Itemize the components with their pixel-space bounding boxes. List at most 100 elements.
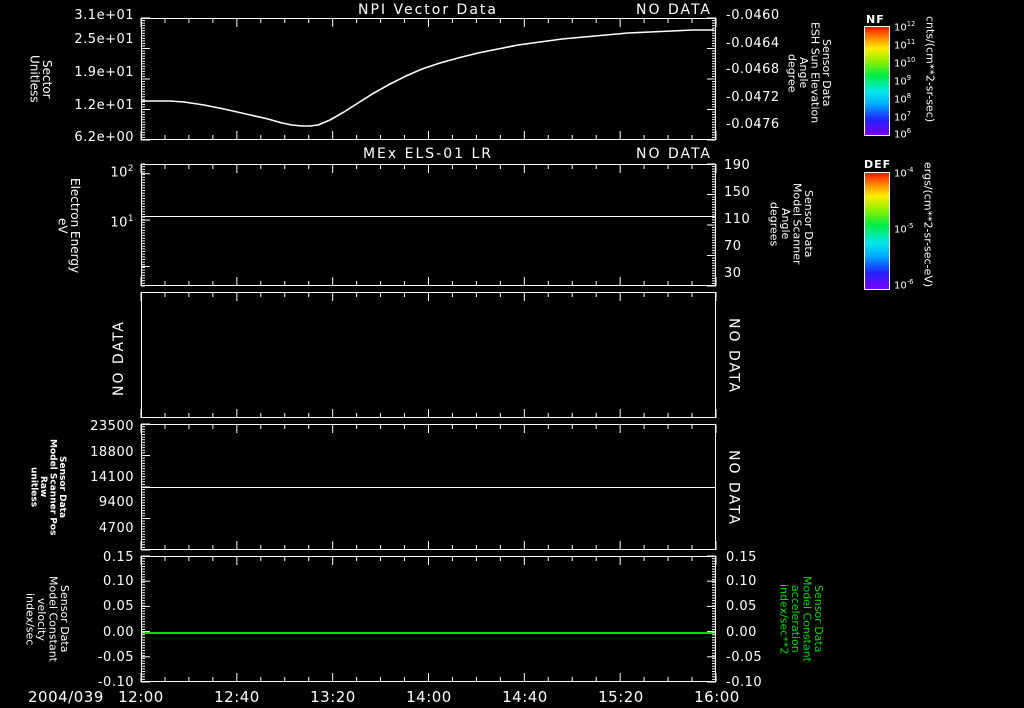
panel-2-right-axis-title: Sensor Data Model Scanner Angle degrees	[768, 160, 816, 288]
colorbar-nf-tick-1: 1011	[894, 38, 916, 52]
panel-1-left-tick-4: 6.2e+00	[74, 130, 134, 145]
panel-1-right-tick-0: -0.0460	[726, 8, 780, 23]
panel-3-right-no-data-label: NO DATA	[725, 318, 742, 395]
panel-4-left-axis-title-line4: unitless	[28, 466, 39, 508]
colorbar-def-label: DEF	[864, 158, 892, 171]
panel-1-left-tick-2: 1.9e+01	[74, 65, 134, 80]
time-tick-6: 16:00	[694, 688, 740, 706]
panel-1-plot[interactable]	[141, 18, 716, 140]
panel-4-constant-line	[142, 487, 715, 488]
panel-5-left-tick-4: -0.05	[97, 650, 134, 665]
panel-5-right-axis-title-line1: Sensor Data	[812, 585, 826, 653]
panel-1-right-tick-1: -0.0464	[726, 36, 780, 51]
panel-4-left-tick-2: 14100	[90, 470, 134, 485]
panel-2-right-tick-4: 30	[724, 266, 742, 281]
panel-4-right-no-data-label: NO DATA	[725, 450, 742, 527]
panel-1-right-axis-title-line1: Sensor Data	[820, 39, 834, 107]
panel-4-left-tick-4: 4700	[98, 521, 134, 536]
panel-5-left-axis-title-line1: Sensor Data	[58, 585, 72, 653]
panel-2-right-tick-0: 190	[724, 158, 751, 173]
colorbar-nf-tick-6: 106	[894, 127, 912, 141]
panel-2-left-axis-title-line2: eV	[55, 218, 70, 234]
colorbar-def-tick-1: 10-5	[894, 222, 914, 236]
time-tick-1: 12:40	[214, 688, 260, 706]
panel-5-left-tick-3: 0.00	[103, 625, 134, 640]
panel-5-right-tick-0: 0.15	[726, 550, 757, 565]
panel-5-constant-line	[142, 632, 715, 634]
colorbar-def-tick-2: 10-6	[894, 278, 914, 292]
panel-5-right-axis-title-line2: Model Constant	[800, 576, 814, 662]
panel-2-right-tick-2: 110	[724, 212, 751, 227]
panel-5-right-axis-title-line3: acceleration	[789, 585, 803, 653]
panel-1-right-axis-title: Sensor Data ESH Sun Elevation Angle degr…	[785, 8, 834, 138]
panel-5-right-tick-5: -0.10	[726, 675, 763, 690]
colorbar-def-tick-0: 10-4	[894, 166, 914, 180]
panel-5-right-tick-1: 0.10	[726, 574, 757, 589]
panel-2-right-tick-3: 70	[724, 239, 742, 254]
panel-1-top-title: NPI Vector Data	[358, 2, 498, 18]
colorbar-nf-tick-0: 1012	[894, 20, 916, 34]
panel-5-plot[interactable]	[141, 556, 716, 682]
panel-1-left-tick-3: 1.2e+01	[74, 98, 134, 113]
panel-4-left-axis-title-line1: Sensor Data	[56, 455, 67, 519]
time-tick-4: 14:40	[502, 688, 548, 706]
colorbar-def-gradient[interactable]	[864, 172, 890, 290]
panel-2-constant-line	[142, 216, 715, 217]
panel-2-left-tick-0: 102	[110, 164, 134, 181]
panel-1-left-tick-0: 3.1e+01	[74, 8, 134, 23]
panel-1-left-axis-title-line2: Unitless	[27, 55, 42, 103]
panel-5-left-axis-title-line3: velocity	[35, 597, 49, 641]
time-tick-0: 12:00	[118, 688, 164, 706]
panel-1-left-axis-title: Sector Unitless	[27, 22, 55, 136]
panel-4-left-tick-0: 23500	[90, 419, 134, 434]
panel-5-left-tick-1: 0.10	[103, 574, 134, 589]
panel-4-left-axis-title-line2: Model Scanner Pos	[47, 438, 58, 536]
panel-5-left-tick-0: 0.15	[103, 550, 134, 565]
panel-5-left-tick-2: 0.05	[103, 599, 134, 614]
panel-3-left-no-data-label: NO DATA	[111, 320, 127, 397]
colorbar-nf-tick-2: 1010	[894, 56, 916, 70]
panel-5-left-axis-title: Sensor Data Model Constant velocity inde…	[23, 558, 72, 680]
panel-1-right-tick-3: -0.0472	[726, 90, 780, 105]
panel-5-right-axis-title: Sensor Data Model Constant acceleration …	[778, 556, 826, 682]
panel-4-left-tick-1: 18800	[90, 445, 134, 460]
colorbar-nf-tick-5: 107	[894, 110, 912, 124]
panel-1-right-axis-title-line2: ESH Sun Elevation	[808, 22, 822, 124]
panel-5-left-axis-title-line4: index/sec	[23, 592, 37, 646]
colorbar-nf-tick-4: 108	[894, 92, 912, 106]
panel-2-left-tick-1: 101	[110, 214, 134, 231]
panel-3-plot[interactable]	[141, 292, 716, 418]
panel-2-left-tick-0-exp: 2	[127, 164, 134, 174]
time-tick-5: 15:20	[598, 688, 644, 706]
panel-5-left-axis-title-line2: Model Constant	[46, 576, 60, 662]
panel-2-left-axis-title-line1: Electron Energy	[68, 178, 83, 274]
panel-2-left-tick-1-exp: 1	[127, 214, 134, 224]
panel-1-right-tick-4: -0.0476	[726, 117, 780, 132]
panel-4-left-axis-title: Sensor Data Model Scanner Pos Raw unitle…	[28, 428, 66, 546]
panel-1-right-axis-title-line4: degree	[785, 53, 799, 93]
panel-1-curve	[142, 29, 714, 127]
panel-1-top-right-label: NO DATA	[636, 2, 713, 18]
panel-1-right-tick-2: -0.0468	[726, 62, 780, 77]
colorbar-def-units: ergs/(cm**2-sr-sec-eV)	[921, 162, 935, 288]
panel-5-right-tick-2: 0.05	[726, 599, 757, 614]
colorbar-nf-label: NF	[866, 13, 885, 26]
colorbar-nf-tick-3: 109	[894, 74, 912, 88]
time-tick-2: 13:20	[310, 688, 356, 706]
panel-5-right-tick-3: 0.00	[726, 625, 757, 640]
panel-4-left-tick-3: 9400	[98, 495, 134, 510]
panel-1-right-axis-title-line3: Angle	[797, 57, 811, 89]
colorbar-nf-units: cnts/(cm**2-sr-sec)	[923, 16, 937, 123]
panel-2-right-axis-title-line3: Angle	[779, 208, 793, 240]
panel-2-right-tick-1: 150	[724, 185, 751, 200]
panel-5-left-tick-5: -0.10	[97, 675, 134, 690]
panel-2-top-title: MEx ELS-01 LR	[362, 146, 494, 162]
panel-1-left-tick-1: 2.5e+01	[74, 32, 134, 47]
colorbar-nf-gradient[interactable]	[864, 26, 890, 136]
panel-4-left-axis-title-line3: Raw	[37, 476, 48, 498]
panel-2-plot[interactable]	[141, 164, 716, 286]
time-tick-3: 14:00	[406, 688, 452, 706]
panel-1-left-axis-title-line1: Sector	[40, 59, 55, 99]
panel-2-right-axis-title-line1: Sensor Data	[802, 190, 816, 258]
panel-2-top-right-label: NO DATA	[636, 146, 713, 162]
